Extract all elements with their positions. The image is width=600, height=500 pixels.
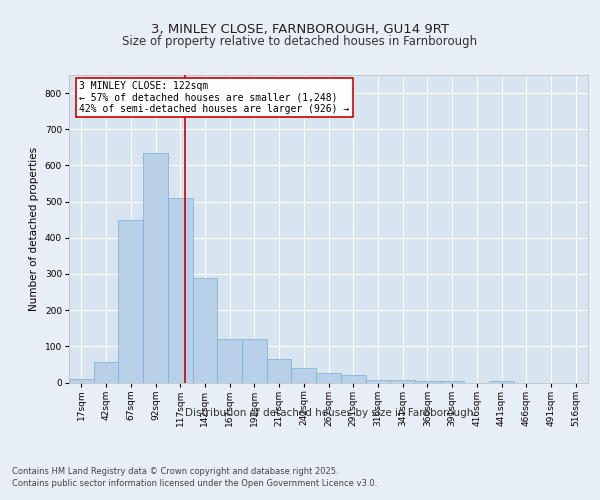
Text: Contains HM Land Registry data © Crown copyright and database right 2025.: Contains HM Land Registry data © Crown c… xyxy=(12,468,338,476)
Bar xyxy=(94,362,118,382)
Bar xyxy=(292,368,316,382)
Bar xyxy=(267,359,292,382)
Bar xyxy=(242,339,267,382)
Bar xyxy=(415,380,440,382)
Bar xyxy=(390,380,415,382)
Text: Contains public sector information licensed under the Open Government Licence v3: Contains public sector information licen… xyxy=(12,479,377,488)
Bar xyxy=(143,153,168,382)
Bar xyxy=(118,220,143,382)
Text: Size of property relative to detached houses in Farnborough: Size of property relative to detached ho… xyxy=(122,35,478,48)
Bar xyxy=(365,380,390,382)
Bar xyxy=(316,374,341,382)
Text: 3 MINLEY CLOSE: 122sqm
← 57% of detached houses are smaller (1,248)
42% of semi-: 3 MINLEY CLOSE: 122sqm ← 57% of detached… xyxy=(79,81,350,114)
Bar xyxy=(440,380,464,382)
Text: 3, MINLEY CLOSE, FARNBOROUGH, GU14 9RT: 3, MINLEY CLOSE, FARNBOROUGH, GU14 9RT xyxy=(151,22,449,36)
Bar xyxy=(217,339,242,382)
Bar xyxy=(193,278,217,382)
Bar xyxy=(489,380,514,382)
Y-axis label: Number of detached properties: Number of detached properties xyxy=(29,146,39,311)
Bar xyxy=(341,376,365,382)
Text: Distribution of detached houses by size in Farnborough: Distribution of detached houses by size … xyxy=(185,408,473,418)
Bar xyxy=(168,198,193,382)
Bar xyxy=(69,379,94,382)
